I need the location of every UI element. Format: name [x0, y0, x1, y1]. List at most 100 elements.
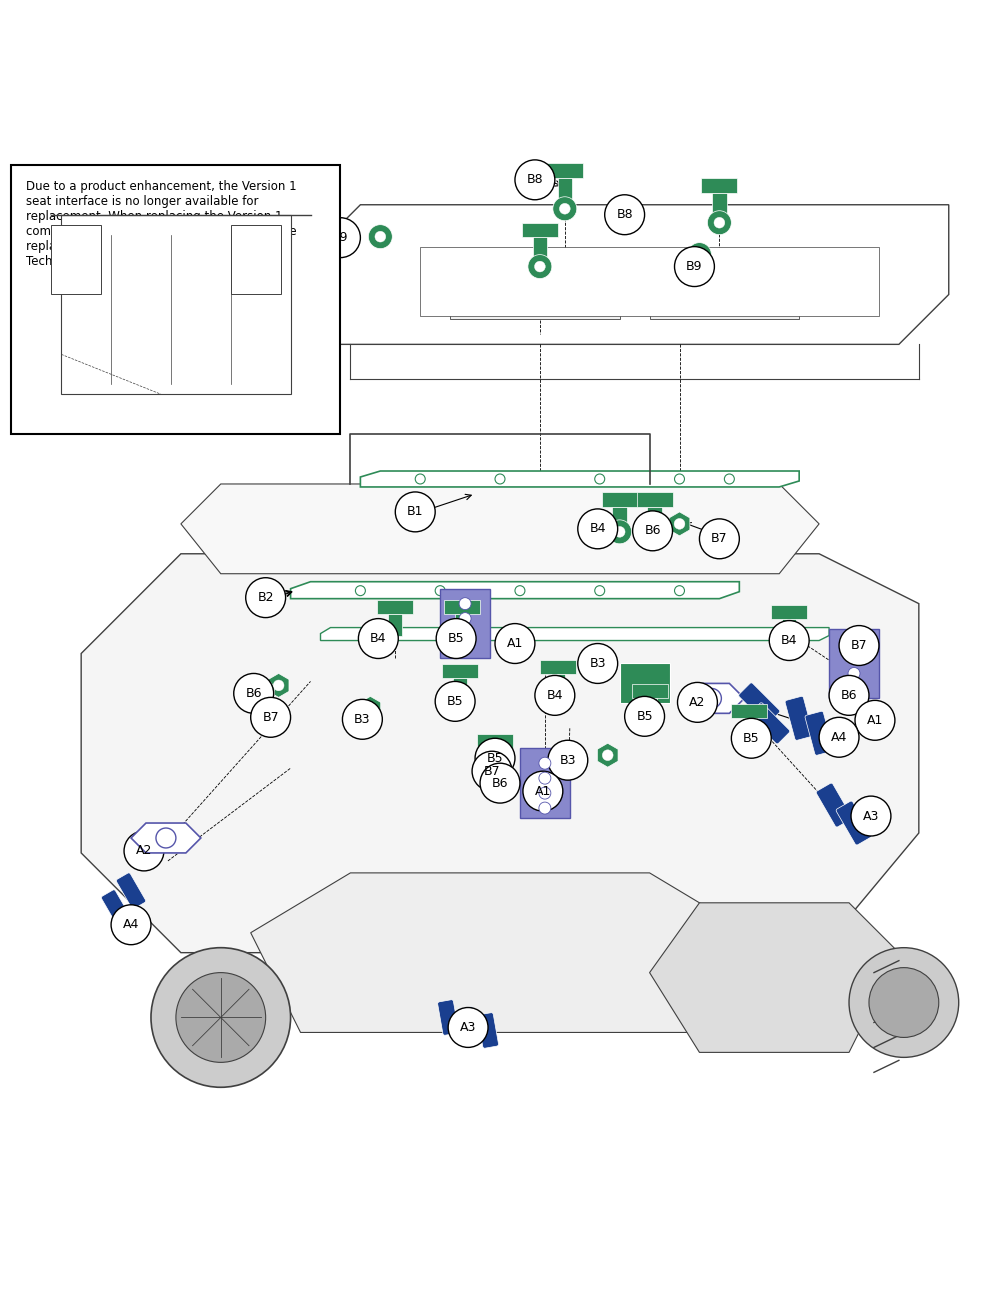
Polygon shape — [442, 664, 478, 678]
Circle shape — [539, 787, 551, 799]
Circle shape — [124, 831, 164, 870]
Circle shape — [578, 643, 618, 684]
Text: B8: B8 — [616, 208, 633, 221]
Circle shape — [602, 750, 613, 761]
Circle shape — [257, 686, 268, 697]
Circle shape — [724, 474, 734, 484]
Text: B9: B9 — [332, 231, 349, 244]
Circle shape — [320, 218, 360, 257]
Circle shape — [699, 519, 739, 559]
Circle shape — [459, 597, 471, 609]
Polygon shape — [377, 600, 413, 614]
FancyBboxPatch shape — [438, 1000, 459, 1035]
Circle shape — [614, 527, 625, 537]
FancyBboxPatch shape — [116, 873, 146, 908]
Text: A2: A2 — [136, 844, 152, 857]
FancyBboxPatch shape — [785, 697, 813, 740]
Circle shape — [535, 261, 545, 272]
Polygon shape — [522, 223, 558, 238]
Polygon shape — [637, 493, 673, 507]
Circle shape — [234, 673, 274, 714]
Polygon shape — [520, 748, 570, 818]
Circle shape — [548, 740, 588, 780]
Circle shape — [459, 643, 471, 655]
Circle shape — [151, 948, 291, 1087]
Circle shape — [375, 231, 386, 242]
Text: B5: B5 — [487, 752, 503, 765]
Polygon shape — [61, 214, 291, 395]
FancyBboxPatch shape — [65, 397, 77, 421]
Circle shape — [251, 680, 275, 703]
Circle shape — [625, 697, 665, 736]
Polygon shape — [597, 744, 618, 767]
Circle shape — [436, 618, 476, 659]
Text: B3: B3 — [560, 754, 576, 767]
Text: A1: A1 — [867, 714, 883, 727]
Circle shape — [515, 586, 525, 596]
Polygon shape — [533, 238, 547, 259]
Circle shape — [559, 204, 570, 214]
Circle shape — [480, 763, 520, 802]
Circle shape — [246, 578, 286, 618]
Circle shape — [342, 699, 382, 740]
Text: B9: B9 — [686, 260, 703, 273]
Circle shape — [848, 668, 860, 680]
Text: B4: B4 — [781, 634, 797, 647]
Circle shape — [855, 701, 895, 740]
Circle shape — [472, 752, 512, 791]
Circle shape — [546, 689, 570, 714]
Circle shape — [675, 247, 714, 286]
Text: B8: B8 — [527, 174, 543, 187]
Polygon shape — [420, 247, 879, 316]
Circle shape — [819, 718, 859, 757]
Text: A3: A3 — [863, 809, 879, 822]
Polygon shape — [311, 205, 949, 344]
FancyBboxPatch shape — [739, 682, 780, 724]
Polygon shape — [440, 588, 490, 659]
Circle shape — [251, 698, 291, 737]
FancyBboxPatch shape — [836, 801, 872, 846]
Text: B2: B2 — [257, 591, 274, 604]
Circle shape — [578, 508, 618, 549]
Circle shape — [848, 652, 860, 664]
FancyBboxPatch shape — [11, 165, 340, 434]
Circle shape — [633, 511, 673, 550]
Circle shape — [731, 719, 771, 758]
Polygon shape — [291, 582, 739, 599]
Polygon shape — [647, 507, 662, 528]
Circle shape — [675, 474, 684, 484]
Circle shape — [553, 197, 577, 221]
Text: B7: B7 — [484, 765, 500, 778]
Polygon shape — [131, 823, 201, 853]
FancyBboxPatch shape — [231, 225, 281, 294]
Circle shape — [415, 474, 425, 484]
Polygon shape — [650, 903, 899, 1052]
Circle shape — [836, 689, 846, 699]
Circle shape — [539, 772, 551, 784]
Polygon shape — [669, 512, 690, 536]
Circle shape — [273, 680, 284, 691]
Circle shape — [365, 703, 376, 714]
Circle shape — [675, 586, 684, 596]
Circle shape — [829, 676, 869, 715]
Polygon shape — [181, 484, 819, 574]
Polygon shape — [360, 471, 799, 488]
Polygon shape — [612, 507, 627, 528]
Polygon shape — [701, 178, 737, 192]
Polygon shape — [782, 620, 796, 640]
Polygon shape — [558, 178, 572, 199]
Circle shape — [358, 618, 398, 659]
Text: A4: A4 — [831, 731, 847, 744]
Text: A1: A1 — [535, 784, 551, 797]
Circle shape — [528, 255, 552, 278]
Polygon shape — [360, 697, 381, 720]
Polygon shape — [450, 280, 620, 319]
Text: B6: B6 — [492, 776, 508, 789]
Text: B4: B4 — [370, 633, 387, 646]
FancyBboxPatch shape — [45, 397, 57, 421]
Circle shape — [539, 802, 551, 814]
Polygon shape — [268, 673, 289, 698]
Polygon shape — [847, 684, 867, 707]
Circle shape — [515, 159, 555, 200]
Polygon shape — [771, 605, 807, 620]
